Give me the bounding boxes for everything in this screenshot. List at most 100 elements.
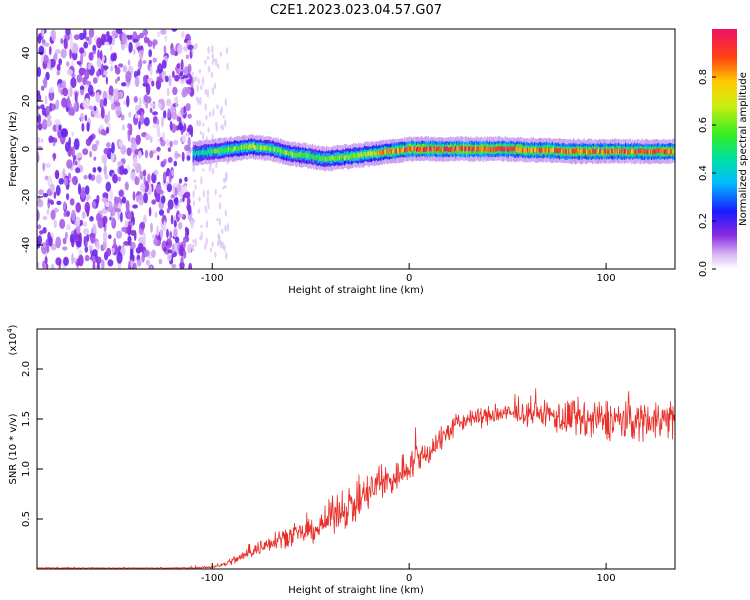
ridge-cell: [532, 148, 535, 154]
ridge-cell: [314, 155, 316, 160]
ridge-cell: [673, 148, 675, 154]
noise-blob: [106, 247, 112, 257]
ridge-cell: [672, 149, 674, 155]
ridge-cell: [433, 145, 435, 151]
noise-blob: [196, 119, 199, 127]
ridge-cell: [323, 156, 325, 161]
ridge-cell: [510, 146, 512, 151]
ridge-cell: [604, 148, 607, 154]
noise-blob: [151, 249, 156, 259]
ridge-cell: [608, 149, 610, 155]
ridge-cell: [625, 148, 627, 154]
ridge-cell: [633, 148, 635, 154]
noise-blob: [156, 225, 160, 237]
noise-blob: [102, 208, 107, 214]
ridge-cell: [493, 146, 496, 151]
ridge-cell: [655, 148, 657, 154]
ridge-cell: [453, 147, 455, 153]
noise-blob: [53, 219, 57, 229]
noise-blob: [95, 174, 102, 184]
noise-blob: [156, 118, 160, 126]
ridge-cell: [591, 148, 594, 154]
noise-blob: [194, 184, 197, 190]
ridge-cell: [548, 148, 550, 153]
ridge-cell: [196, 150, 198, 155]
noise-blob: [89, 150, 92, 158]
noise-blob: [77, 254, 84, 267]
noise-blob: [76, 240, 82, 248]
noise-blob: [199, 97, 202, 106]
noise-blob: [149, 102, 156, 108]
noise-blob: [134, 176, 140, 186]
noise-blob: [157, 31, 161, 38]
ridge-cell: [343, 155, 346, 161]
noise-blob: [84, 69, 90, 80]
noise-blob: [122, 168, 128, 175]
x-tick-label: -100: [201, 573, 224, 584]
ridge-cell: [656, 148, 659, 154]
noise-blob: [202, 122, 205, 127]
noise-blob: [37, 224, 42, 230]
noise-blob: [43, 42, 50, 47]
noise-blob: [110, 103, 116, 111]
ridge-cell: [610, 148, 613, 154]
noise-blob: [211, 53, 214, 60]
noise-blob: [63, 256, 69, 266]
noise-blob: [200, 231, 203, 240]
ridge-cell: [620, 149, 622, 155]
ridge-cell: [367, 151, 369, 157]
noise-blob: [73, 138, 80, 151]
ridge-cell: [298, 152, 301, 157]
noise-blob: [212, 108, 215, 117]
noise-blob: [122, 65, 128, 73]
ridge-cell: [306, 153, 308, 158]
ridge-cell: [346, 153, 348, 159]
noise-blob: [132, 191, 136, 201]
noise-blob: [223, 177, 226, 184]
noise-blob: [176, 63, 180, 69]
ridge-cell: [349, 153, 351, 159]
noise-blob: [143, 176, 146, 185]
noise-blob: [145, 103, 148, 109]
noise-blob: [166, 183, 173, 193]
noise-blob: [170, 104, 175, 115]
ridge-cell: [523, 147, 525, 153]
noise-blob: [202, 168, 205, 172]
ridge-cell: [542, 148, 544, 154]
noise-blob: [222, 186, 225, 190]
ridge-cell: [636, 149, 639, 154]
noise-blob: [49, 45, 52, 56]
ridge-cell: [218, 149, 220, 154]
noise-blob: [165, 139, 170, 146]
noise-blob: [152, 41, 155, 50]
ridge-cell: [220, 147, 223, 153]
ridge-cell: [645, 149, 647, 155]
colorbar-tick-label: 0.2: [698, 213, 709, 229]
noise-blob: [82, 221, 88, 228]
ridge-cell: [491, 147, 493, 152]
noise-blob: [126, 95, 130, 108]
colorbar-tick-label: 0.8: [698, 69, 709, 85]
noise-blob: [66, 69, 74, 76]
noise-blob: [211, 134, 214, 140]
ridge-cell: [293, 152, 295, 158]
noise-blob: [73, 102, 78, 110]
ridge-cell: [255, 145, 257, 151]
ridge-cell: [330, 156, 333, 161]
noise-blob: [128, 41, 133, 53]
ridge-cell: [640, 148, 642, 153]
ridge-cell: [495, 147, 497, 152]
noise-blob: [63, 38, 68, 49]
ridge-cell: [457, 146, 459, 152]
noise-blob: [99, 98, 105, 110]
noise-blob: [95, 213, 102, 223]
ridge-cell: [215, 148, 217, 154]
ridge-cell: [242, 145, 244, 150]
ridge-cell: [555, 147, 557, 153]
noise-blob: [55, 236, 62, 249]
noise-blob: [130, 241, 136, 250]
ridge-cell: [484, 145, 486, 151]
noise-blob: [219, 51, 223, 57]
noise-blob: [56, 200, 62, 206]
ridge-cell: [629, 148, 631, 153]
